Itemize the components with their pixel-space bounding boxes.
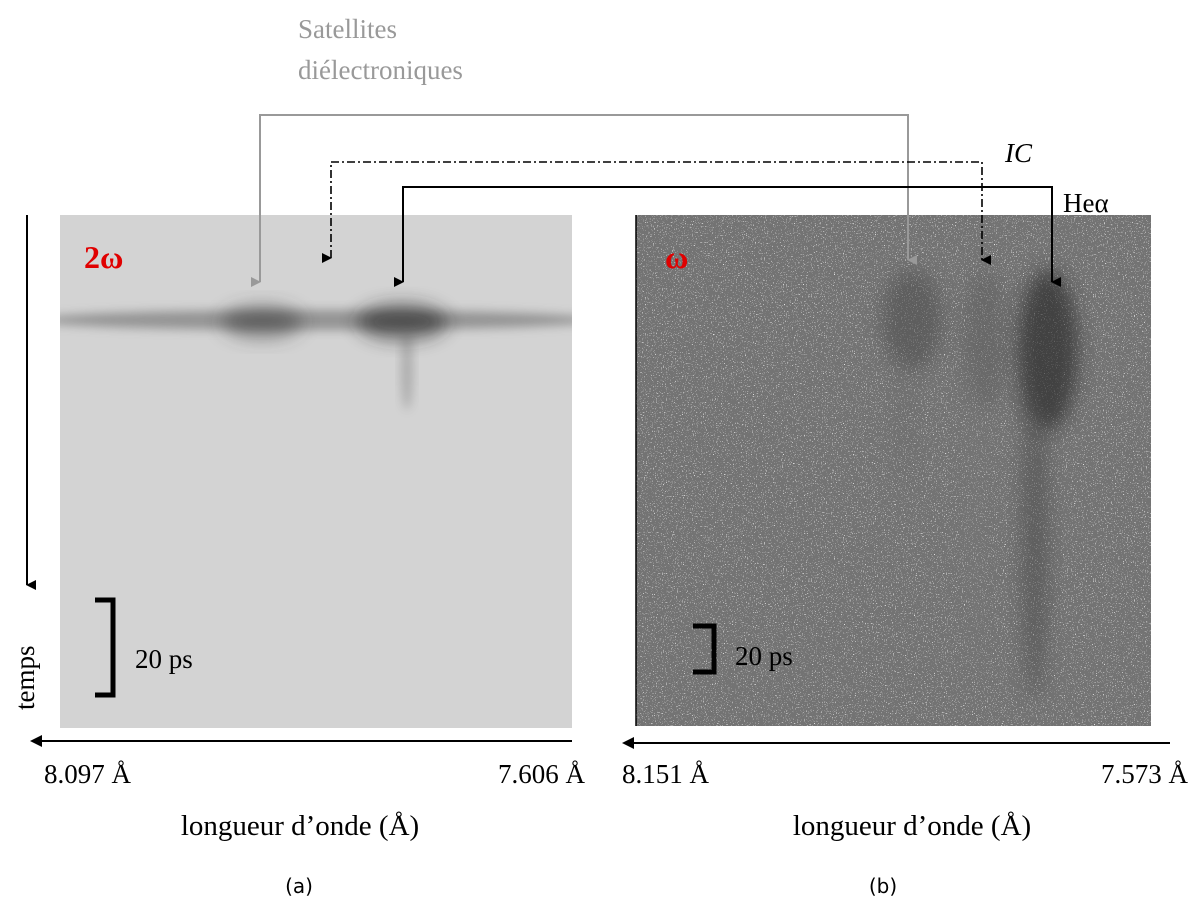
- annotation-ic: IC: [1004, 138, 1033, 168]
- panel-caption: (a): [285, 874, 313, 898]
- panel-label: ω: [665, 239, 688, 275]
- axis-title: longueur d’onde (Å): [181, 810, 419, 842]
- he-alpha-arrow: [394, 186, 1061, 287]
- streak-image-a: [60, 215, 572, 728]
- panel-label: 2ω: [84, 239, 123, 275]
- axis-end-label: 7.606 Å: [498, 759, 586, 789]
- axis-end-label: 8.151 Å: [622, 759, 710, 789]
- scale-bracket: [693, 623, 717, 675]
- streak-image-b: [636, 215, 1151, 726]
- annotation-he-alpha: Heα: [1063, 188, 1109, 218]
- axis-end-label: 8.097 Å: [44, 759, 132, 789]
- axis-end-label: 7.573 Å: [1101, 759, 1189, 789]
- scale-label: 20 ps: [135, 644, 193, 674]
- annotation-satellites: Satellites: [298, 14, 397, 44]
- time-axis-label: temps: [10, 646, 40, 711]
- scale-bracket: [95, 597, 116, 698]
- ic-arrow: [322, 161, 991, 265]
- annotation-satellites: diélectroniques: [298, 55, 463, 85]
- scale-label: 20 ps: [735, 641, 793, 671]
- panel-caption: (b): [869, 874, 897, 898]
- axis-title: longueur d’onde (Å): [793, 810, 1031, 842]
